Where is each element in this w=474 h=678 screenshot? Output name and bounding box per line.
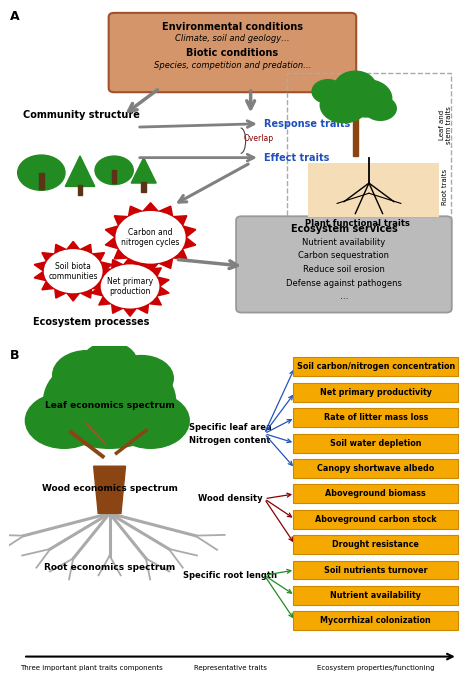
FancyBboxPatch shape: [293, 612, 458, 631]
Circle shape: [312, 79, 344, 103]
FancyBboxPatch shape: [293, 383, 458, 402]
Text: Biotic conditions: Biotic conditions: [186, 47, 279, 58]
Text: Wood economics spectrum: Wood economics spectrum: [42, 485, 178, 494]
Bar: [141, 182, 146, 191]
Text: Environmental conditions: Environmental conditions: [162, 22, 303, 32]
Text: Three important plant traits components: Three important plant traits components: [20, 665, 163, 671]
Text: Soil water depletion: Soil water depletion: [330, 439, 421, 447]
Text: Overlap: Overlap: [244, 134, 274, 144]
FancyBboxPatch shape: [293, 535, 458, 554]
Text: Community structure: Community structure: [23, 111, 140, 120]
FancyBboxPatch shape: [236, 216, 452, 313]
FancyBboxPatch shape: [109, 13, 356, 92]
Text: Leaf and
stem traits: Leaf and stem traits: [439, 106, 452, 144]
Polygon shape: [34, 241, 112, 301]
FancyBboxPatch shape: [293, 484, 458, 503]
FancyBboxPatch shape: [293, 510, 458, 529]
Bar: [112, 170, 117, 183]
Text: Climate, soil and geology…: Climate, soil and geology…: [175, 35, 290, 43]
Text: B: B: [9, 349, 19, 362]
Text: Species, competition and predation…: Species, competition and predation…: [154, 60, 311, 70]
Text: Aboveground carbon stock: Aboveground carbon stock: [315, 515, 437, 523]
Text: Aboveground biomass: Aboveground biomass: [326, 490, 426, 498]
Text: Soil carbon/nitrogen concentration: Soil carbon/nitrogen concentration: [297, 363, 455, 372]
Circle shape: [45, 250, 102, 293]
Bar: [78, 185, 82, 195]
Polygon shape: [105, 203, 196, 272]
Polygon shape: [91, 257, 169, 316]
Circle shape: [44, 354, 175, 448]
Text: Specific leaf area: Specific leaf area: [189, 422, 272, 432]
Text: Canopy shortwave albedo: Canopy shortwave albedo: [317, 464, 434, 473]
Text: Mycorrhizal colonization: Mycorrhizal colonization: [320, 616, 431, 625]
Circle shape: [26, 393, 103, 448]
Circle shape: [335, 71, 376, 102]
Text: Ecosystem services: Ecosystem services: [291, 224, 397, 234]
Bar: [39, 173, 44, 188]
FancyBboxPatch shape: [293, 408, 458, 427]
Text: Nutrient availability: Nutrient availability: [330, 591, 421, 600]
Polygon shape: [131, 158, 156, 183]
Circle shape: [18, 155, 65, 191]
Circle shape: [116, 212, 185, 263]
Text: Rate of litter mass loss: Rate of litter mass loss: [324, 413, 428, 422]
Bar: [353, 119, 358, 156]
Text: Specific root length: Specific root length: [183, 571, 277, 580]
Text: Drought resistance: Drought resistance: [332, 540, 419, 549]
Text: Soil biota
communities: Soil biota communities: [48, 262, 98, 281]
Circle shape: [109, 355, 173, 401]
Circle shape: [365, 97, 396, 121]
Text: Carbon sequestration: Carbon sequestration: [299, 252, 390, 260]
Text: Effect traits: Effect traits: [264, 153, 330, 163]
Text: Wood density: Wood density: [198, 494, 263, 503]
Text: Defense against pathogens: Defense against pathogens: [286, 279, 402, 287]
Text: Ecosystem properties/functioning: Ecosystem properties/functioning: [317, 665, 435, 671]
FancyBboxPatch shape: [308, 163, 439, 217]
Circle shape: [320, 87, 368, 123]
Circle shape: [82, 342, 137, 382]
FancyBboxPatch shape: [293, 357, 458, 376]
Text: Nitrogen content: Nitrogen content: [190, 436, 271, 445]
Text: Representative traits: Representative traits: [194, 665, 267, 671]
FancyBboxPatch shape: [293, 434, 458, 452]
Text: Ecosystem processes: Ecosystem processes: [33, 317, 150, 327]
Text: Net primary
production: Net primary production: [107, 277, 153, 296]
Text: …: …: [340, 292, 348, 301]
Circle shape: [101, 265, 159, 308]
Text: Plant functional traits: Plant functional traits: [305, 218, 410, 228]
Polygon shape: [94, 466, 126, 513]
Text: Carbon and
nitrogen cycles: Carbon and nitrogen cycles: [121, 228, 180, 247]
Circle shape: [53, 351, 121, 399]
Text: A: A: [9, 10, 19, 23]
Polygon shape: [65, 156, 95, 186]
Text: Response traits: Response traits: [264, 119, 351, 129]
FancyBboxPatch shape: [293, 586, 458, 605]
Text: Leaf economics spectrum: Leaf economics spectrum: [45, 401, 174, 410]
Text: Root economics spectrum: Root economics spectrum: [44, 563, 175, 572]
FancyBboxPatch shape: [293, 561, 458, 580]
Text: Reduce soil erosion: Reduce soil erosion: [303, 265, 385, 274]
Text: Soil nutrients turnover: Soil nutrients turnover: [324, 565, 428, 574]
Text: Nutrient availability: Nutrient availability: [302, 238, 385, 247]
FancyBboxPatch shape: [293, 459, 458, 478]
Text: Net primary productivity: Net primary productivity: [320, 388, 432, 397]
Circle shape: [112, 393, 189, 448]
Text: Root traits: Root traits: [442, 168, 448, 205]
Circle shape: [95, 156, 133, 184]
Circle shape: [342, 79, 392, 117]
